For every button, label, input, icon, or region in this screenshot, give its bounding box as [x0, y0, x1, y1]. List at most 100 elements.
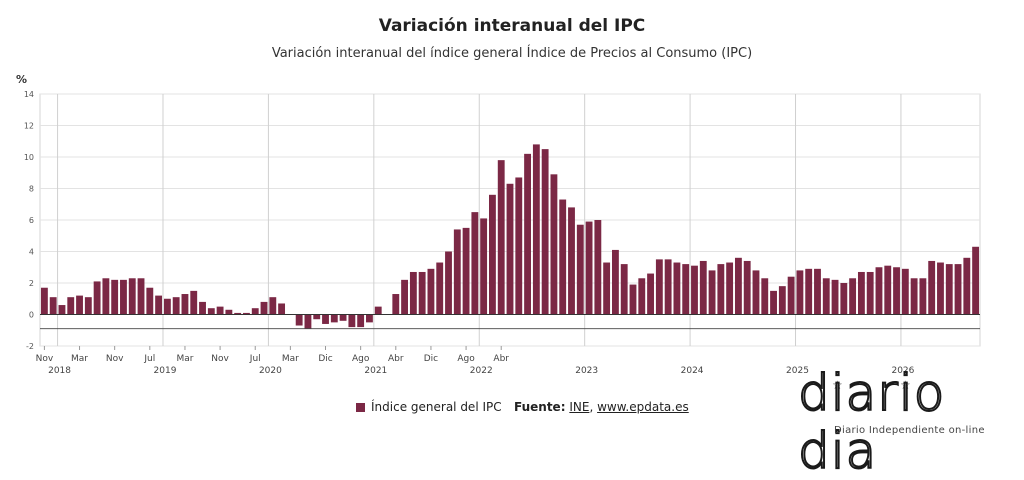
- bar: [260, 301, 268, 315]
- chart-title: Variación interanual del IPC: [378, 16, 646, 36]
- y-tick-label: 6: [29, 216, 34, 225]
- x-month-label: Jul: [143, 354, 155, 364]
- x-year-label: 2025: [786, 366, 809, 376]
- bar: [814, 268, 821, 315]
- bar: [436, 262, 444, 315]
- bar: [717, 264, 725, 315]
- y-tick-label: -2: [26, 342, 34, 351]
- source-link-ine[interactable]: INE: [569, 400, 590, 414]
- x-month-label: Nov: [211, 354, 229, 364]
- x-month-label: Mar: [176, 354, 193, 364]
- y-tick-label: 14: [24, 90, 34, 99]
- bar: [401, 279, 409, 315]
- source-prefix: Fuente:: [514, 400, 566, 414]
- x-year-label: 2026: [891, 366, 914, 376]
- x-month-label: Dic: [424, 354, 438, 364]
- y-tick-label: 2: [29, 279, 34, 288]
- bar: [49, 297, 57, 315]
- bar: [102, 278, 110, 315]
- x-month-label: Mar: [71, 354, 88, 364]
- bar: [840, 283, 848, 315]
- x-month-label: Jul: [249, 354, 261, 364]
- bar: [875, 267, 883, 315]
- bar: [910, 278, 918, 315]
- bar: [611, 249, 619, 315]
- bar: [427, 268, 435, 315]
- bar: [234, 312, 242, 315]
- bar: [374, 306, 382, 315]
- bar: [603, 262, 611, 315]
- bar: [515, 177, 523, 315]
- x-year-label: 2022: [470, 366, 493, 376]
- y-tick-label: 8: [29, 185, 34, 194]
- x-month-label: Abr: [493, 354, 509, 364]
- star-icon: ☆: [900, 378, 911, 392]
- x-year-label: 2019: [154, 366, 177, 376]
- bar: [295, 314, 303, 326]
- bar: [699, 260, 707, 315]
- bar: [269, 297, 277, 315]
- bar: [726, 262, 734, 315]
- source-link-epdata[interactable]: www.epdata.es: [597, 400, 689, 414]
- bar: [313, 314, 321, 320]
- bar: [629, 284, 637, 315]
- bar: [796, 270, 804, 315]
- bar: [963, 257, 971, 315]
- chart-svg: -2 0 2 4 6 8 10 12 14 Nov Mar Nov Jul Mar Nov Jul Mar Dic…: [24, 90, 981, 376]
- bar: [831, 279, 839, 315]
- bar: [673, 262, 681, 315]
- bar: [453, 229, 461, 315]
- bar: [954, 264, 962, 315]
- bar: [708, 270, 716, 315]
- star-icon: ☆: [832, 378, 843, 392]
- bar: [462, 227, 470, 315]
- bar: [778, 286, 786, 315]
- bar: [734, 257, 742, 315]
- legend[interactable]: Índice general del IPC: [356, 400, 502, 414]
- bar: [568, 207, 575, 315]
- y-tick-label: 0: [29, 311, 34, 320]
- bar: [550, 174, 558, 315]
- bar: [199, 301, 206, 315]
- bar: [67, 297, 75, 315]
- bar: [225, 309, 233, 315]
- y-tick-label: 10: [24, 153, 34, 162]
- bar: [471, 212, 479, 315]
- x-year-label: 2020: [259, 366, 282, 376]
- bar: [532, 144, 540, 315]
- bar: [137, 278, 145, 315]
- bar: [620, 264, 628, 315]
- bar: [76, 295, 83, 315]
- y-axis-unit-label: %: [16, 73, 28, 86]
- bar: [655, 259, 663, 315]
- bar: [901, 268, 909, 315]
- bar: [576, 224, 584, 315]
- x-month-label: Ago: [352, 354, 370, 364]
- bar: [409, 271, 417, 315]
- bar: [770, 290, 777, 315]
- bar: [339, 314, 347, 321]
- x-month-label: Ago: [457, 354, 475, 364]
- bar: [972, 246, 980, 315]
- bar: [752, 270, 760, 315]
- bar: [304, 314, 312, 329]
- x-month-label: Dic: [318, 354, 332, 364]
- bar: [190, 290, 198, 315]
- x-year-label: 2024: [681, 366, 704, 376]
- x-month-label: Mar: [282, 354, 299, 364]
- bar: [128, 278, 136, 315]
- bar: [418, 271, 426, 315]
- bar: [585, 221, 593, 315]
- bar: [594, 220, 602, 315]
- bar: [937, 262, 944, 315]
- logo-wordmark: diario dia: [797, 363, 946, 480]
- bar: [392, 294, 400, 315]
- bar: [822, 278, 830, 315]
- legend-label: Índice general del IPC: [371, 400, 502, 414]
- x-month-label: Abr: [388, 354, 404, 364]
- bar: [506, 183, 514, 315]
- legend-swatch: [356, 402, 365, 412]
- bar: [120, 279, 127, 315]
- bar: [743, 260, 751, 315]
- bar: [893, 267, 900, 315]
